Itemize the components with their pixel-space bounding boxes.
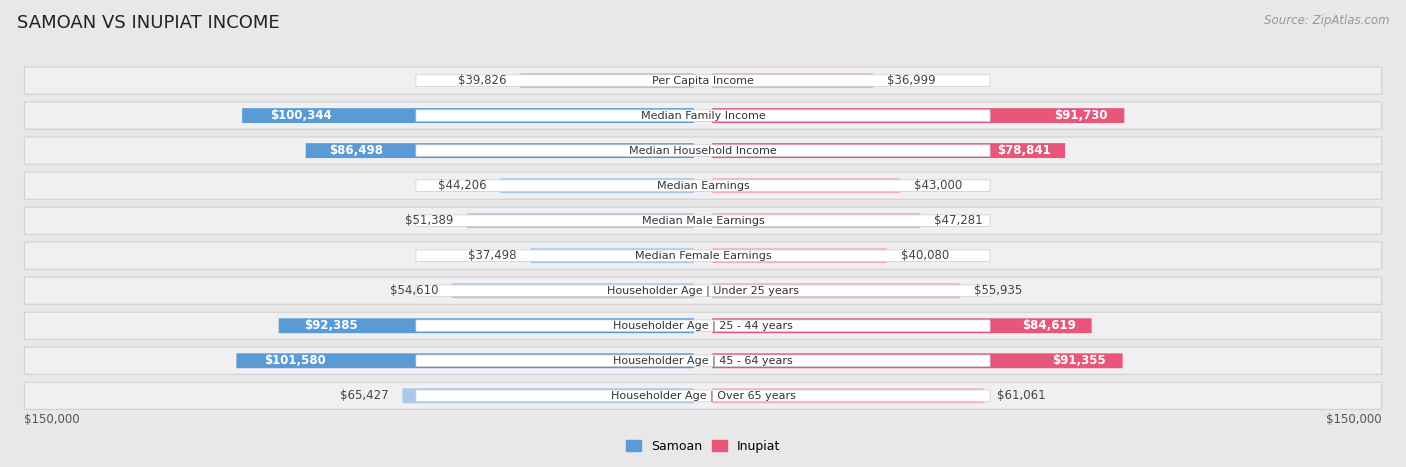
Text: $91,730: $91,730 <box>1054 109 1108 122</box>
FancyBboxPatch shape <box>416 320 990 332</box>
Text: $61,061: $61,061 <box>997 389 1046 402</box>
FancyBboxPatch shape <box>24 242 1382 269</box>
Text: Householder Age | 25 - 44 years: Householder Age | 25 - 44 years <box>613 320 793 331</box>
FancyBboxPatch shape <box>24 137 1382 164</box>
Legend: Samoan, Inupiat: Samoan, Inupiat <box>621 435 785 458</box>
FancyBboxPatch shape <box>416 355 990 367</box>
Text: $92,385: $92,385 <box>304 319 359 332</box>
FancyBboxPatch shape <box>236 354 693 368</box>
FancyBboxPatch shape <box>305 143 693 158</box>
FancyBboxPatch shape <box>416 180 990 191</box>
FancyBboxPatch shape <box>24 347 1382 375</box>
Text: $150,000: $150,000 <box>24 413 80 426</box>
Text: $51,389: $51,389 <box>405 214 453 227</box>
Text: Median Earnings: Median Earnings <box>657 181 749 191</box>
Text: Median Family Income: Median Family Income <box>641 111 765 120</box>
Text: Median Household Income: Median Household Income <box>628 146 778 156</box>
FancyBboxPatch shape <box>416 390 990 402</box>
FancyBboxPatch shape <box>713 73 873 88</box>
FancyBboxPatch shape <box>453 283 693 298</box>
Text: $47,281: $47,281 <box>934 214 983 227</box>
Text: $40,080: $40,080 <box>901 249 949 262</box>
FancyBboxPatch shape <box>713 213 920 228</box>
FancyBboxPatch shape <box>242 108 693 123</box>
FancyBboxPatch shape <box>24 382 1382 410</box>
FancyBboxPatch shape <box>416 250 990 262</box>
FancyBboxPatch shape <box>713 178 900 193</box>
FancyBboxPatch shape <box>416 285 990 297</box>
Text: $86,498: $86,498 <box>329 144 384 157</box>
FancyBboxPatch shape <box>416 215 990 226</box>
Text: $100,344: $100,344 <box>270 109 332 122</box>
Text: $39,826: $39,826 <box>458 74 506 87</box>
Text: Median Male Earnings: Median Male Earnings <box>641 216 765 226</box>
FancyBboxPatch shape <box>402 389 693 403</box>
FancyBboxPatch shape <box>713 248 887 263</box>
Text: Source: ZipAtlas.com: Source: ZipAtlas.com <box>1264 14 1389 27</box>
FancyBboxPatch shape <box>713 108 1125 123</box>
Text: $44,206: $44,206 <box>437 179 486 192</box>
FancyBboxPatch shape <box>531 248 693 263</box>
FancyBboxPatch shape <box>520 73 693 88</box>
FancyBboxPatch shape <box>24 172 1382 199</box>
FancyBboxPatch shape <box>713 354 1122 368</box>
FancyBboxPatch shape <box>24 207 1382 234</box>
FancyBboxPatch shape <box>416 145 990 156</box>
Text: $65,427: $65,427 <box>340 389 388 402</box>
Text: $36,999: $36,999 <box>887 74 935 87</box>
FancyBboxPatch shape <box>713 318 1091 333</box>
Text: Householder Age | Under 25 years: Householder Age | Under 25 years <box>607 285 799 296</box>
Text: $55,935: $55,935 <box>974 284 1022 297</box>
Text: $78,841: $78,841 <box>997 144 1050 157</box>
Text: $37,498: $37,498 <box>468 249 517 262</box>
Text: Householder Age | 45 - 64 years: Householder Age | 45 - 64 years <box>613 355 793 366</box>
FancyBboxPatch shape <box>24 277 1382 304</box>
FancyBboxPatch shape <box>24 312 1382 340</box>
FancyBboxPatch shape <box>467 213 693 228</box>
Text: $84,619: $84,619 <box>1022 319 1076 332</box>
FancyBboxPatch shape <box>24 102 1382 129</box>
FancyBboxPatch shape <box>713 389 983 403</box>
Text: Householder Age | Over 65 years: Householder Age | Over 65 years <box>610 390 796 401</box>
Text: Median Female Earnings: Median Female Earnings <box>634 251 772 261</box>
FancyBboxPatch shape <box>713 283 960 298</box>
Text: $54,610: $54,610 <box>389 284 439 297</box>
FancyBboxPatch shape <box>501 178 693 193</box>
Text: $43,000: $43,000 <box>914 179 963 192</box>
FancyBboxPatch shape <box>416 75 990 86</box>
Text: $91,355: $91,355 <box>1052 354 1105 367</box>
Text: SAMOAN VS INUPIAT INCOME: SAMOAN VS INUPIAT INCOME <box>17 14 280 32</box>
Text: Per Capita Income: Per Capita Income <box>652 76 754 85</box>
FancyBboxPatch shape <box>416 110 990 121</box>
FancyBboxPatch shape <box>24 67 1382 94</box>
Text: $150,000: $150,000 <box>1326 413 1382 426</box>
FancyBboxPatch shape <box>278 318 693 333</box>
FancyBboxPatch shape <box>713 143 1066 158</box>
Text: $101,580: $101,580 <box>264 354 326 367</box>
